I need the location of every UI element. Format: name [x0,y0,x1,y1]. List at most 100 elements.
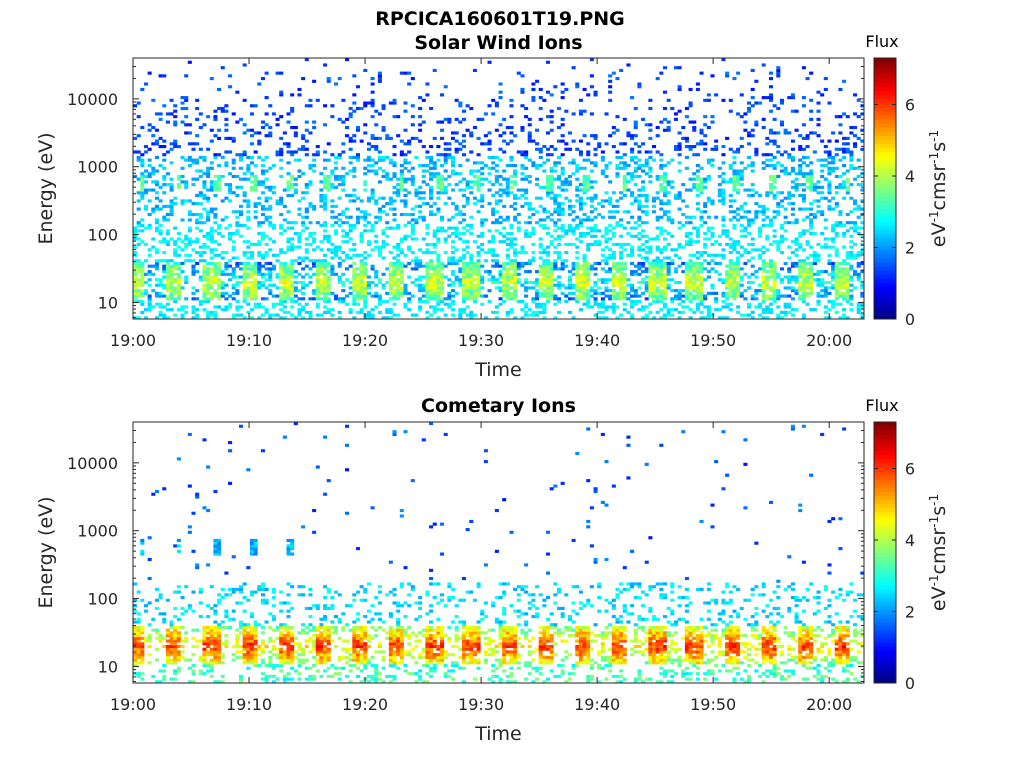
heatmap-cell [326,291,331,295]
heatmap-cell [352,155,357,159]
heatmap-cell [290,193,295,198]
heatmap-cell [334,297,339,301]
heatmap-cell [429,286,434,290]
heatmap-cell [344,256,350,260]
heatmap-cell [582,185,587,189]
heatmap-cell [823,310,828,314]
heatmap-cell [768,77,774,81]
heatmap-cell [622,267,627,271]
heatmap-cell [812,251,817,255]
heatmap-cell [768,267,774,271]
heatmap-cell [498,289,503,293]
heatmap-cell [809,221,814,225]
heatmap-cell [154,283,159,287]
heatmap-cell [761,210,766,214]
heatmap-cell [765,270,770,274]
heatmap-cell [772,272,777,276]
heatmap-cell [436,229,441,233]
heatmap-cell [136,223,141,227]
heatmap-cell [465,272,470,276]
heatmap-cell [220,286,225,290]
heatmap-cell [706,93,711,97]
heatmap-cell [695,229,700,233]
heatmap-cell [396,115,401,119]
heatmap-cell [542,207,547,211]
heatmap-cell [469,259,474,263]
heatmap-cell [816,180,821,184]
heatmap-cell [597,302,602,306]
heatmap-cell [812,256,817,260]
heatmap-cell [136,299,141,304]
heatmap-cell [176,278,181,282]
heatmap-cell [662,212,668,217]
heatmap-cell [191,142,196,146]
heatmap-cell [768,270,774,274]
heatmap-cell [260,207,265,211]
heatmap-cell [432,164,437,168]
heatmap-cell [509,104,514,108]
heatmap-cell [560,90,565,94]
heatmap-cell [143,259,149,263]
heatmap-cell [133,286,138,290]
heatmap-cell [432,174,437,179]
heatmap-cell [140,289,145,293]
heatmap-cell [465,291,470,295]
heatmap-cell [385,177,390,181]
heatmap-cell [312,125,317,130]
heatmap-cell [670,278,675,282]
heatmap-cell [747,101,752,105]
heatmap-cell [535,183,540,187]
heatmap-cell [790,221,795,225]
heatmap-cell [436,153,441,157]
heatmap-cell [794,275,799,279]
heatmap-cell [407,177,412,181]
heatmap-cell [454,234,459,238]
heatmap-cell [443,313,448,317]
heatmap-cell [779,294,784,298]
heatmap-cell [549,145,554,149]
heatmap-cell [198,299,203,304]
heatmap-cell [535,278,540,282]
heatmap-cell [224,164,229,168]
heatmap-cell [546,270,551,274]
heatmap-cell [198,302,203,306]
heatmap-cell [600,155,605,159]
heatmap-cell [414,283,419,287]
heatmap-cell [173,123,178,127]
heatmap-cell [666,283,671,287]
heatmap-cell [750,183,755,187]
heatmap-cell [257,316,262,320]
heatmap-cell [520,204,525,208]
heatmap-cell [264,242,269,246]
heatmap-cell [242,98,247,102]
heatmap-cell [527,158,532,162]
heatmap-cell [772,166,777,170]
heatmap-cell [436,267,441,271]
heatmap-cell [195,202,200,206]
heatmap-cell [253,202,258,206]
heatmap-cell [520,299,525,304]
heatmap-cell [553,229,558,233]
heatmap-cell [136,207,141,211]
heatmap-cell [809,109,814,113]
heatmap-cell [524,174,529,179]
heatmap-cell [703,259,708,263]
heatmap-cell [688,237,693,241]
heatmap-cell [556,212,562,217]
heatmap-cell [290,237,295,241]
heatmap-cell [341,166,346,170]
heatmap-cell [202,264,207,268]
heatmap-cell [516,299,521,304]
heatmap-cell [297,234,302,238]
heatmap-cell [162,191,167,195]
heatmap-cell [779,237,784,241]
heatmap-cell [286,145,291,149]
heatmap-cell [147,188,152,192]
heatmap-cell [688,101,693,105]
heatmap-cell [461,212,466,217]
heatmap-cell [271,185,276,189]
heatmap-cell [666,272,671,276]
heatmap-cell [217,223,222,227]
heatmap-cell [725,275,730,279]
heatmap-cell [355,272,360,276]
